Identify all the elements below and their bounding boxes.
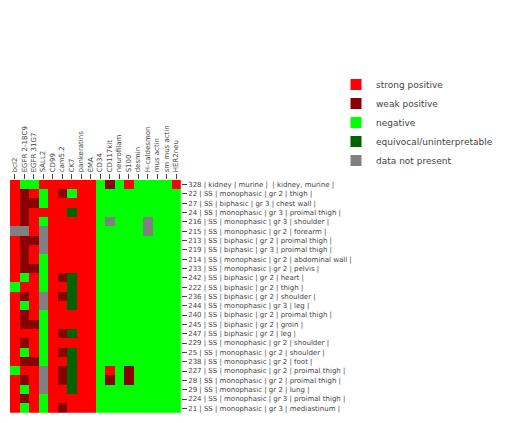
svg-text:224 | SS | monophasic | gr 3 |: 224 | SS | monophasic | gr 3 | proimal t… [188, 395, 345, 403]
svg-text:29 | SS | monophasic | gr 2 |: 29 | SS | monophasic | gr 2 | lung | [188, 386, 309, 394]
svg-text:mus actin: mus actin [153, 138, 161, 172]
svg-text:229 | SS | monophasic | gr 2 |: 229 | SS | monophasic | gr 2 | shoulder … [188, 339, 329, 347]
svg-text:236 | SS | biphasic | gr 2 | s: 236 | SS | biphasic | gr 2 | shoulder | [188, 293, 315, 301]
svg-text:240 | SS | biphasic | gr 2 | p: 240 | SS | biphasic | gr 2 | proimal thi… [188, 311, 332, 319]
svg-text:328 | kidney | murine | | kid: 328 | kidney | murine | | kidney, murine… [188, 181, 334, 189]
svg-text:EGFR 2-18C9: EGFR 2-18C9 [21, 126, 29, 172]
svg-text:neurofilam: neurofilam [115, 135, 123, 173]
svg-text:CD34: CD34 [96, 153, 104, 173]
svg-text:weak positive: weak positive [376, 99, 438, 109]
svg-text:213 | SS | biphasic | gr 2 | p: 213 | SS | biphasic | gr 2 | proimal thi… [188, 237, 332, 245]
svg-text:bcl2: bcl2 [11, 158, 19, 173]
svg-text:equivocal/uninterpretable: equivocal/uninterpretable [376, 137, 493, 147]
svg-text:strong positive: strong positive [376, 80, 443, 90]
svg-text:27 | SS | biphasic | gr 3 | ch: 27 | SS | biphasic | gr 3 | chest wall | [188, 200, 316, 208]
svg-text:21 | SS | monophasic | gr 3 |: 21 | SS | monophasic | gr 3 | mediastinu… [188, 405, 340, 413]
svg-text:227 | SS | monophasic | gr 2 |: 227 | SS | monophasic | gr 2 | proimal t… [188, 367, 345, 375]
svg-text:pankeratins: pankeratins [77, 131, 85, 173]
svg-text:S100: S100 [125, 155, 133, 173]
svg-text:247 | SS | biphasic | gr 2 | l: 247 | SS | biphasic | gr 2 | leg | [188, 330, 296, 338]
svg-text:244 | SS | monophasic | gr 3 |: 244 | SS | monophasic | gr 3 | leg | [188, 302, 309, 310]
svg-text:219 | SS | biphasic | gr 3 | p: 219 | SS | biphasic | gr 3 | proimal thi… [188, 246, 332, 254]
svg-text:H-caldesmon: H-caldesmon [144, 127, 152, 173]
svg-text:cam5.2: cam5.2 [58, 146, 66, 172]
svg-text:222 | SS | biphasic | gr 2 | t: 222 | SS | biphasic | gr 2 | thigh | [188, 284, 303, 292]
svg-text:HER2neu: HER2neu [172, 140, 180, 172]
svg-text:214 | SS | monophasic | gr 2 |: 214 | SS | monophasic | gr 2 | abdominal… [188, 256, 352, 264]
svg-text:245 | SS | biphasic | gr 2 | g: 245 | SS | biphasic | gr 2 | groin | [188, 321, 303, 329]
svg-text:242 | SS | biphasic | gr 2 | h: 242 | SS | biphasic | gr 2 | heart | [188, 274, 304, 282]
svg-text:sm mus actin: sm mus actin [163, 125, 171, 172]
svg-text:negative: negative [376, 118, 416, 128]
svg-text:238 | SS | monophasic | gr 2 |: 238 | SS | monophasic | gr 2 | foot | [188, 358, 312, 366]
svg-text:215 | SS | monophasic | gr 2 |: 215 | SS | monophasic | gr 2 | forearm | [188, 228, 326, 236]
svg-text:EMA: EMA [87, 157, 95, 172]
svg-text:22 | SS | monophasic | gr 2 |: 22 | SS | monophasic | gr 2 | thigh | [188, 190, 312, 198]
svg-text:SALL2: SALL2 [39, 151, 47, 173]
svg-text:233 | SS | monophasic | gr 2 |: 233 | SS | monophasic | gr 2 | pelvis | [188, 265, 319, 273]
svg-text:desmin: desmin [134, 147, 142, 173]
svg-text:EGFR 31G7: EGFR 31G7 [30, 133, 38, 173]
svg-text:CD117kit: CD117kit [106, 140, 114, 173]
svg-text:24 | SS | monophasic | gr 3 |: 24 | SS | monophasic | gr 3 | proimal th… [188, 209, 341, 217]
svg-text:CK7: CK7 [68, 158, 76, 172]
svg-text:CD99: CD99 [49, 153, 57, 172]
svg-text:28 | SS | monophasic | gr 2 |: 28 | SS | monophasic | gr 2 | proimal th… [188, 377, 341, 385]
svg-text:216 | SS | monophasic | gr 3 |: 216 | SS | monophasic | gr 3 | shoulder … [188, 218, 329, 226]
svg-text:data not present: data not present [376, 156, 451, 166]
svg-text:25 | SS | monophasic | gr 2 |: 25 | SS | monophasic | gr 2 | shoulder | [188, 349, 324, 357]
